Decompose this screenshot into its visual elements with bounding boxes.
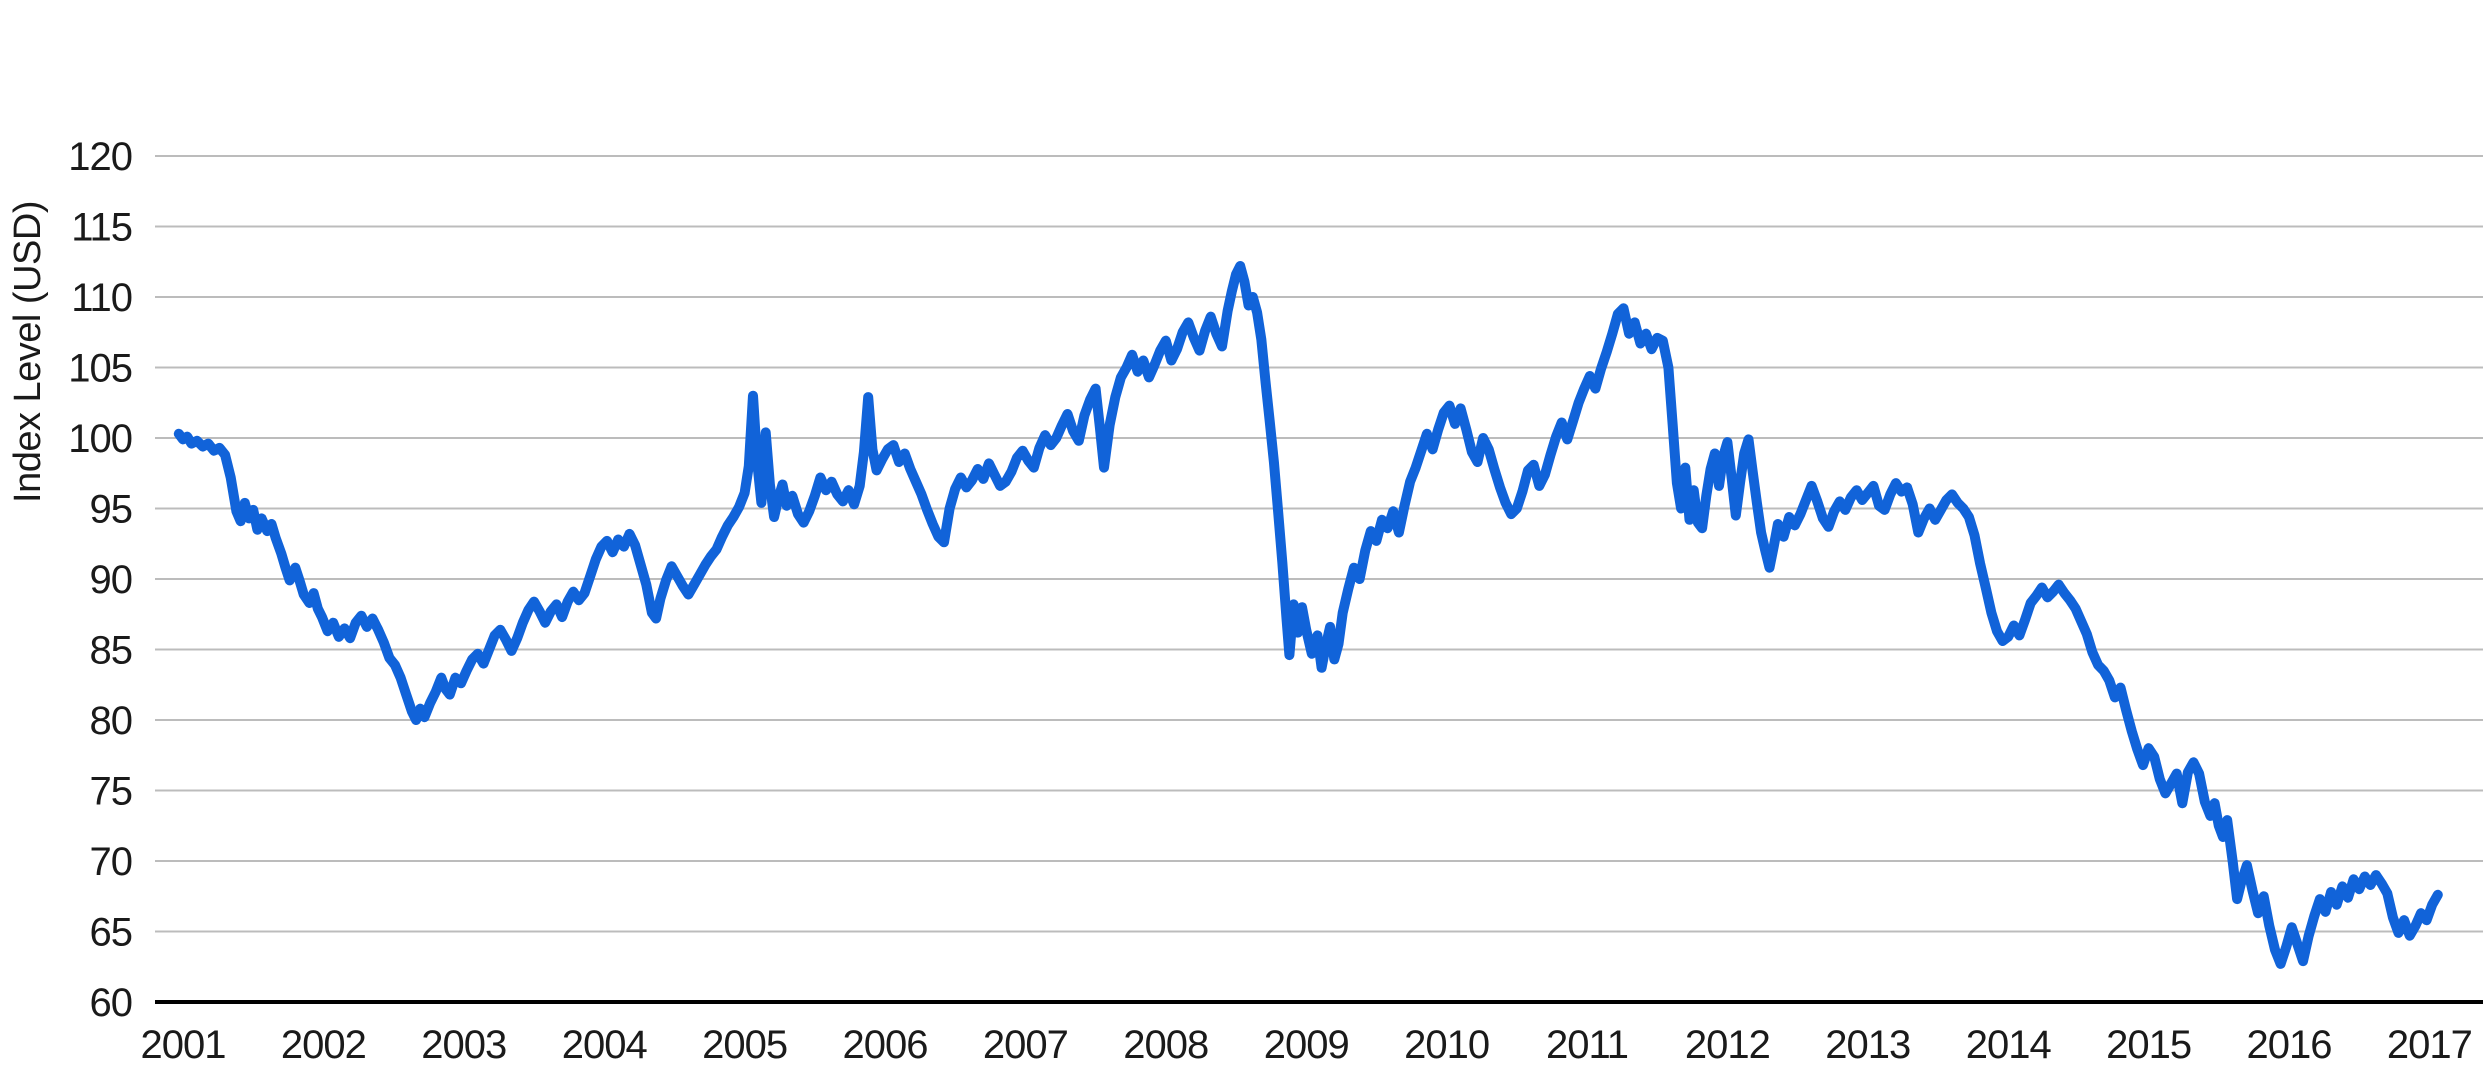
index-level-series-line [173, 261, 2443, 969]
x-tick-label: 2002 [281, 1023, 366, 1067]
y-tick-label: 65 [90, 911, 133, 955]
x-tick-label: 2016 [2247, 1023, 2332, 1067]
y-tick-label: 100 [68, 417, 132, 461]
y-tick-label: 80 [90, 699, 133, 743]
x-tick-label: 2009 [1264, 1023, 1349, 1067]
x-tick-label: 2017 [2387, 1023, 2472, 1067]
x-tick-label: 2005 [702, 1023, 787, 1067]
y-tick-label: 75 [90, 770, 133, 814]
y-axis-title: Index Level (USD) [7, 201, 49, 503]
y-tick-label: 120 [68, 135, 132, 179]
x-tick-label: 2010 [1404, 1023, 1489, 1067]
y-tick-label: 70 [90, 840, 133, 884]
x-tick-label: 2007 [983, 1023, 1068, 1067]
x-tick-label: 2001 [141, 1023, 226, 1067]
y-tick-label: 95 [90, 488, 133, 532]
y-tick-label: 110 [71, 276, 132, 320]
x-tick-label: 2014 [1966, 1023, 2052, 1067]
x-tick-label: 2004 [562, 1023, 648, 1067]
x-tick-label: 2015 [2106, 1023, 2191, 1067]
x-tick-label: 2006 [843, 1023, 928, 1067]
y-tick-labels: 60 65 70 75 80 85 90 95 100 105 110 115 120 [68, 135, 133, 1025]
y-tick-label: 60 [90, 981, 133, 1025]
y-tick-label: 115 [71, 206, 132, 250]
y-tick-label: 90 [90, 558, 133, 602]
y-tick-label: 105 [68, 347, 132, 391]
x-tick-label: 2013 [1825, 1023, 1910, 1067]
x-tick-label: 2012 [1685, 1023, 1770, 1067]
gridlines [155, 155, 2483, 1003]
x-tick-label: 2003 [421, 1023, 506, 1067]
y-tick-label: 85 [90, 629, 133, 673]
x-tick-label: 2008 [1123, 1023, 1208, 1067]
x-tick-label: 2011 [1546, 1023, 1628, 1067]
x-tick-labels: 2001 2002 2003 2004 2005 2006 2007 2008 2009 2010… [141, 1023, 2473, 1067]
